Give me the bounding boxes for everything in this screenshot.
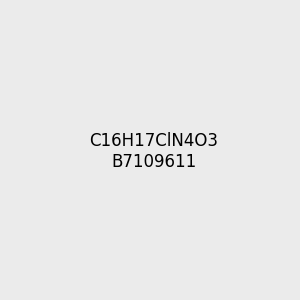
Text: C16H17ClN4O3
B7109611: C16H17ClN4O3 B7109611 xyxy=(89,132,218,171)
